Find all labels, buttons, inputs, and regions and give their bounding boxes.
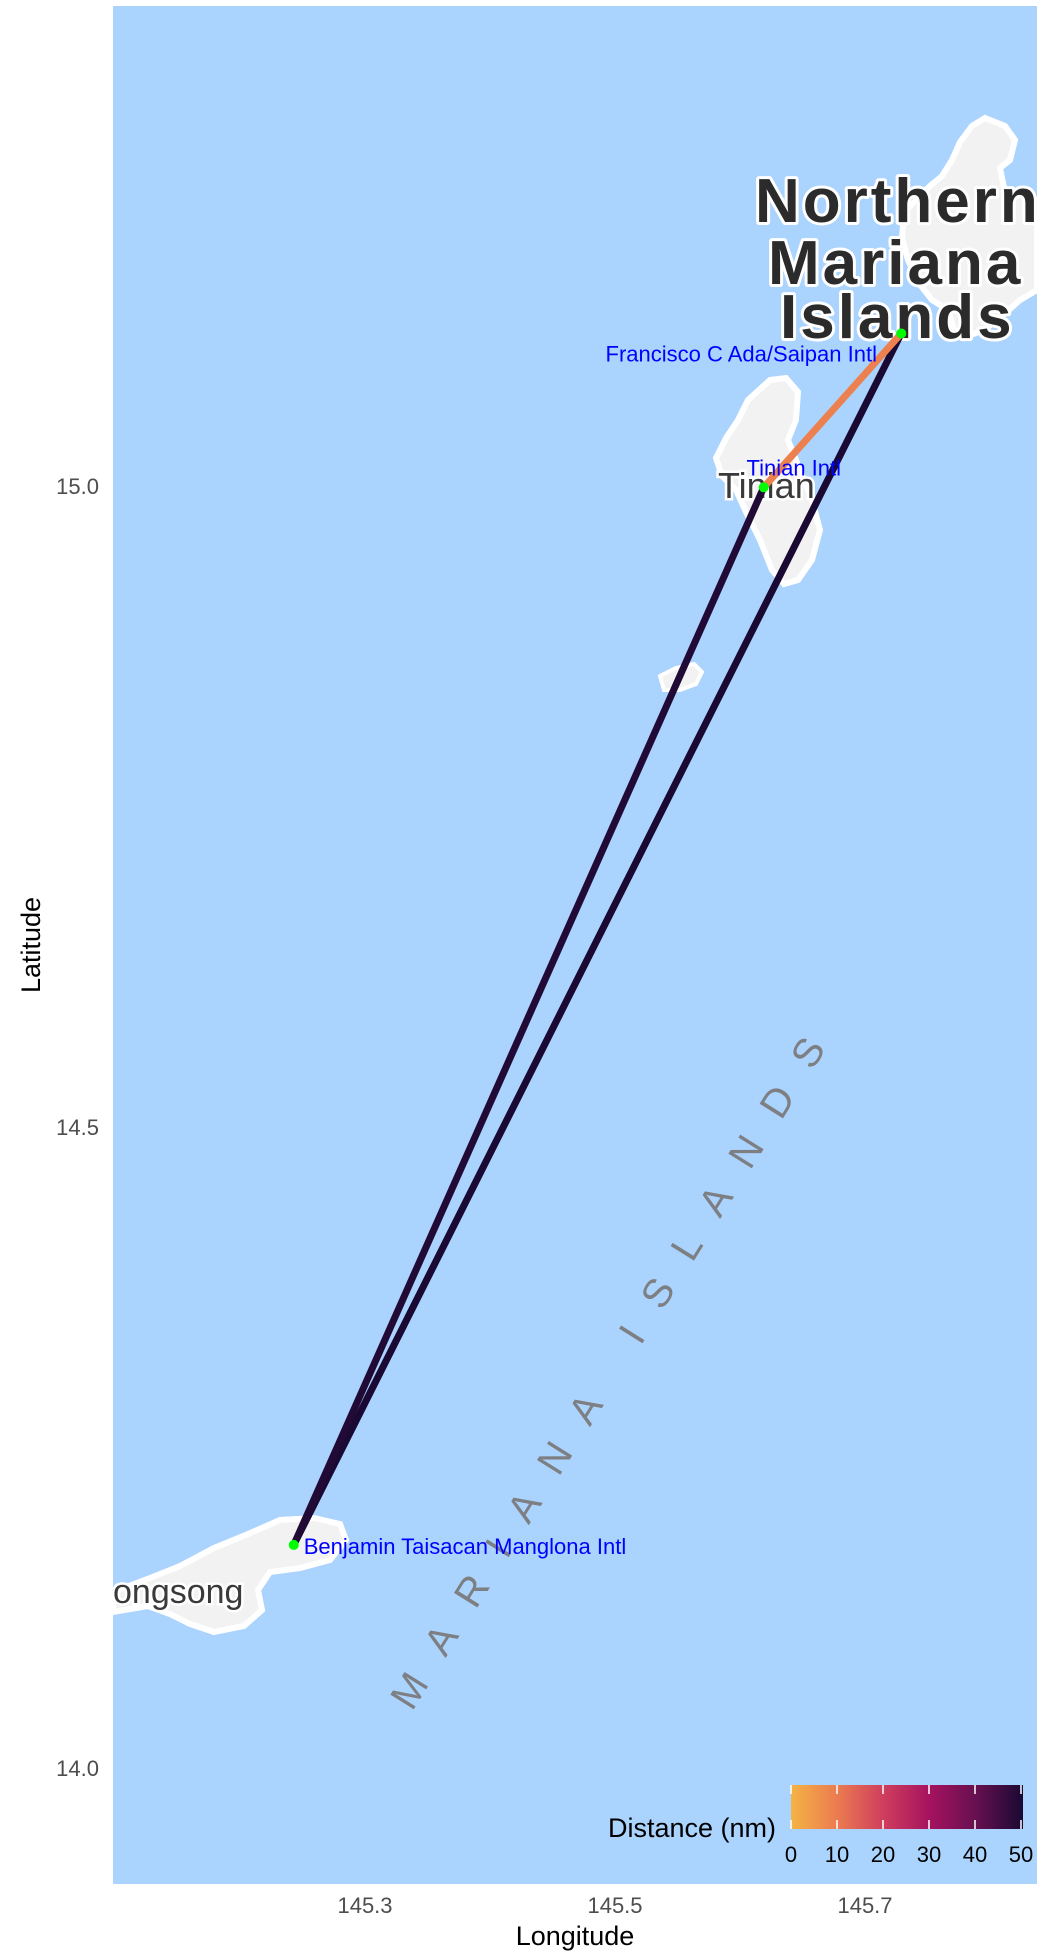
region-label-line-2: Mariana [768,229,1023,298]
route-saipan-tinian [760,329,905,491]
rota-island [110,1514,350,1636]
x-axis-title: Longitude [516,1921,635,1951]
route-saipan-rota [290,329,905,1549]
legend-tick-label: 20 [871,1842,895,1867]
x-tick-label: 145.7 [837,1893,892,1918]
y-tick-label: 15.0 [56,474,99,499]
legend-tick-label: 30 [917,1842,941,1867]
songsong-place-label: ongsong [113,1573,243,1611]
legend-ticks: 0 10 20 30 40 50 [785,1785,1033,1867]
legend-tick-label: 10 [825,1842,849,1867]
airport-label-rota: Benjamin Taisacan Manglona Intl [304,1534,626,1559]
airport-label-saipan: Francisco C Ada/Saipan Intl [606,341,877,366]
x-tick-label: 145.5 [587,1893,642,1918]
y-axis-title: Latitude [16,897,46,993]
saipan-island [898,114,1037,340]
y-tick-label: 14.0 [56,1756,99,1781]
legend-title: Distance (nm) [608,1813,776,1843]
legend-colorbar [791,1785,1023,1829]
region-label-line-3: Islands [780,283,1015,352]
region-label-line-1: Northern [755,167,1037,236]
x-axis-ticks: 145.3 145.5 145.7 [337,1893,892,1918]
airport-point-tinian [758,482,769,493]
airport-label-tinian: Tinian Intl [746,455,841,480]
airport-point-rota [288,1539,299,1550]
distance-legend: Distance (nm) 0 10 20 30 40 50 [608,1785,1033,1867]
airports-layer: Francisco C Ada/Saipan Intl Tinian Intl Be… [288,328,907,1559]
legend-tick-label: 0 [785,1842,797,1867]
routes-layer [290,329,905,1549]
legend-tick-label: 40 [963,1842,987,1867]
airport-point-saipan [896,328,907,339]
route-tinian-rota [290,483,768,1549]
y-tick-label: 14.5 [56,1115,99,1140]
y-axis-ticks: 15.0 14.5 14.0 [56,474,99,1781]
legend-tick-label: 50 [1009,1842,1033,1867]
x-tick-label: 145.3 [337,1893,392,1918]
tinian-place-label: Tinian [718,465,815,506]
